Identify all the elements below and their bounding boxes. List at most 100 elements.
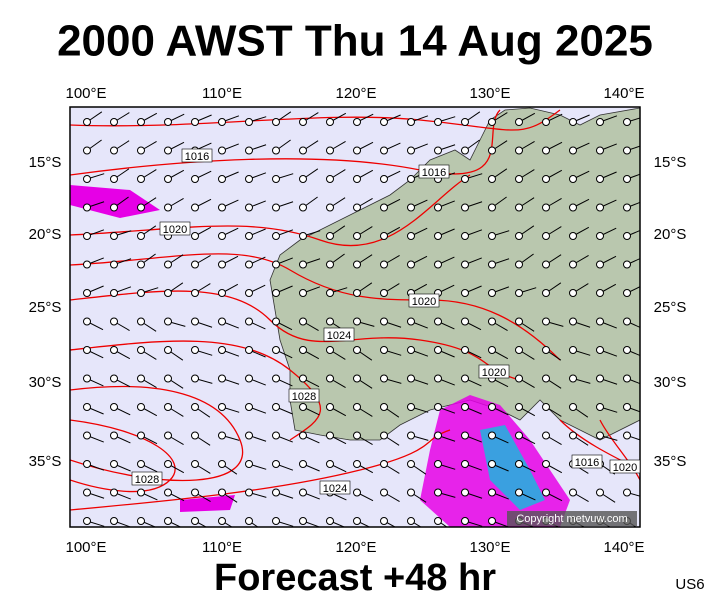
barb-station bbox=[110, 374, 118, 383]
barb-station bbox=[488, 460, 496, 468]
barb-station bbox=[515, 203, 523, 212]
barb-station bbox=[596, 232, 604, 240]
barb-station bbox=[191, 260, 199, 269]
barb-station bbox=[623, 203, 631, 212]
isobar-label-box bbox=[319, 480, 351, 495]
barb-station bbox=[569, 431, 577, 440]
barb-station bbox=[272, 260, 280, 269]
barb-station bbox=[569, 317, 577, 326]
isobar-label-box bbox=[288, 388, 320, 403]
barb-station bbox=[245, 346, 253, 354]
barb-station bbox=[245, 403, 253, 411]
lon-label: 140°E bbox=[603, 85, 644, 102]
barb-station bbox=[542, 146, 550, 155]
barb-station bbox=[542, 488, 550, 497]
barb-station bbox=[245, 517, 253, 525]
barb-station bbox=[596, 175, 604, 183]
isobar-label: 1028 bbox=[135, 474, 159, 486]
barb-station bbox=[461, 517, 469, 525]
barb-station bbox=[83, 146, 91, 155]
barb-station bbox=[137, 517, 145, 525]
barb-station bbox=[272, 374, 280, 383]
barb-station bbox=[596, 289, 604, 297]
barb-station bbox=[191, 374, 199, 383]
barb-station bbox=[272, 488, 280, 497]
barb-station bbox=[272, 431, 280, 440]
title: 2000 AWST Thu 14 Aug 2025 bbox=[57, 17, 653, 66]
barb-station bbox=[461, 175, 469, 183]
barb-station bbox=[326, 517, 334, 525]
barb-station bbox=[407, 431, 415, 440]
barb-station bbox=[488, 317, 496, 326]
barb-station bbox=[434, 317, 442, 326]
barb-station bbox=[299, 203, 307, 212]
barb-station bbox=[407, 460, 415, 468]
barb-station bbox=[353, 374, 361, 383]
barb-station bbox=[353, 118, 361, 126]
barb-station bbox=[83, 374, 91, 383]
barb-station bbox=[515, 460, 523, 468]
barb-station bbox=[218, 175, 226, 183]
barb-station bbox=[353, 460, 361, 468]
barb-station bbox=[299, 260, 307, 269]
barb-station bbox=[623, 260, 631, 269]
barb-station bbox=[407, 175, 415, 183]
map-frame bbox=[69, 106, 641, 528]
barb-station bbox=[164, 488, 172, 497]
barb-station bbox=[542, 346, 550, 354]
barb-station bbox=[218, 346, 226, 354]
barb-station bbox=[191, 232, 199, 240]
barb-station bbox=[245, 289, 253, 297]
barb-station bbox=[515, 317, 523, 326]
barb-station bbox=[137, 260, 145, 269]
barb-station bbox=[164, 175, 172, 183]
barb-station bbox=[326, 203, 334, 212]
barb-station bbox=[596, 203, 604, 212]
lon-label: 140°E bbox=[603, 539, 644, 556]
precipitation-heavy bbox=[480, 425, 545, 510]
barb-station bbox=[380, 175, 388, 183]
labels: 100°E 100°E 110°E 110°E 120°E 120°E 130°E 130°E… bbox=[29, 85, 687, 556]
barb-station bbox=[488, 260, 496, 269]
barb-station bbox=[461, 488, 469, 497]
lat-label: 35°S bbox=[654, 453, 687, 470]
barb-station bbox=[380, 460, 388, 468]
barb-station bbox=[164, 431, 172, 440]
barb-station bbox=[164, 403, 172, 411]
barb-station bbox=[83, 346, 91, 354]
barb-station bbox=[488, 346, 496, 354]
barb-station bbox=[191, 431, 199, 440]
barb-station bbox=[299, 517, 307, 525]
barb-station bbox=[407, 203, 415, 212]
barb-station bbox=[218, 203, 226, 212]
barb-station bbox=[83, 118, 91, 126]
isobar-label: 1024 bbox=[327, 330, 351, 342]
barb-station bbox=[326, 403, 334, 411]
barb-station bbox=[515, 146, 523, 155]
barb-station bbox=[461, 260, 469, 269]
barb-station bbox=[191, 403, 199, 411]
barb-station bbox=[380, 232, 388, 240]
barb-station bbox=[596, 403, 604, 411]
lat-label: 35°S bbox=[29, 453, 62, 470]
barb-station bbox=[461, 346, 469, 354]
barb-station bbox=[407, 488, 415, 497]
barb-station bbox=[245, 118, 253, 126]
barb-station bbox=[272, 460, 280, 468]
barb-station bbox=[218, 317, 226, 326]
barb-station bbox=[164, 289, 172, 297]
lon-label: 120°E bbox=[335, 539, 376, 556]
barb-station bbox=[137, 403, 145, 411]
barb-station bbox=[353, 488, 361, 497]
barb-station bbox=[461, 374, 469, 383]
barb-station bbox=[272, 118, 280, 126]
barb-station bbox=[623, 175, 631, 183]
barb-station bbox=[191, 460, 199, 468]
isobar-label-box bbox=[408, 293, 440, 308]
lat-label: 25°S bbox=[29, 299, 62, 316]
barb-station bbox=[110, 146, 118, 155]
barb-station bbox=[164, 346, 172, 354]
barb-station bbox=[272, 346, 280, 354]
barb-station bbox=[542, 460, 550, 468]
barb-station bbox=[380, 374, 388, 383]
